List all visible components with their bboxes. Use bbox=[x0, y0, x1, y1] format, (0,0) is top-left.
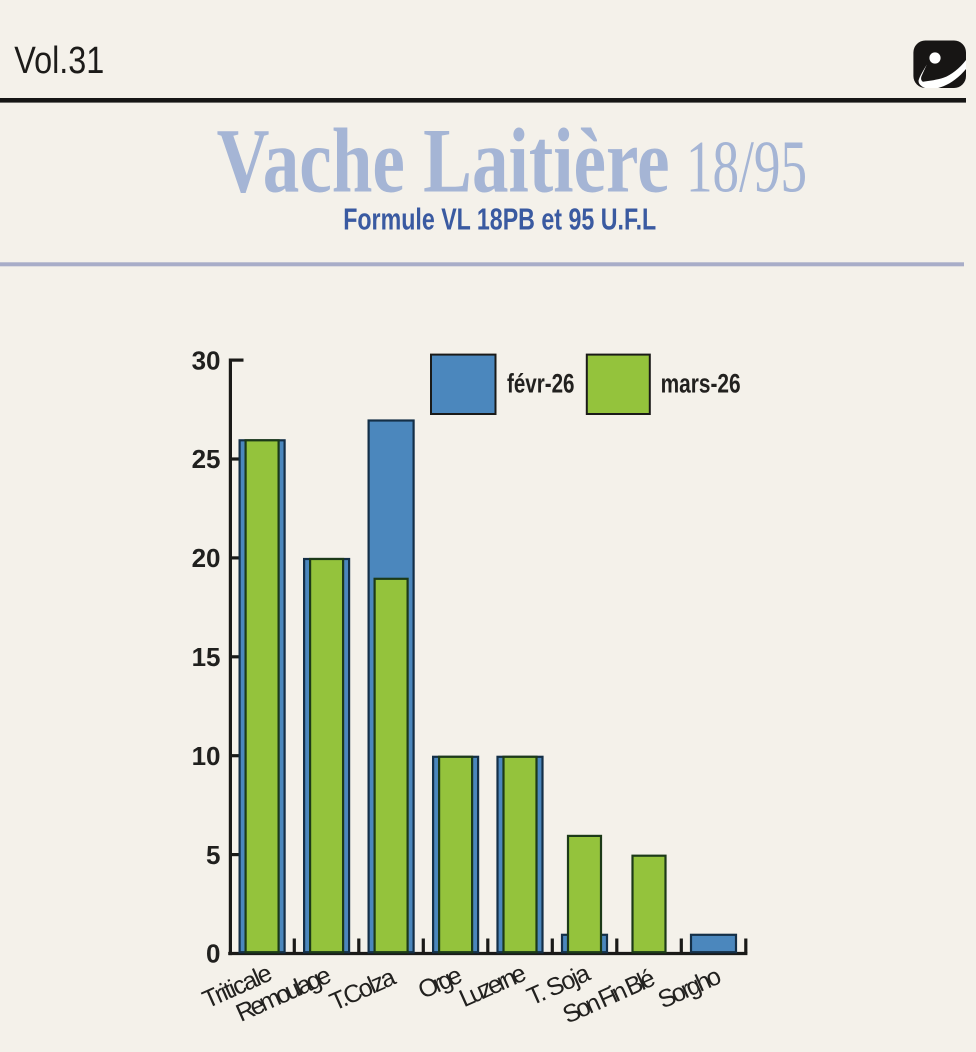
svg-text:15: 15 bbox=[192, 642, 221, 672]
svg-text:Vache Laitière: Vache Laitière bbox=[217, 110, 670, 212]
svg-text:30: 30 bbox=[192, 345, 221, 375]
svg-text:25: 25 bbox=[192, 444, 221, 474]
svg-text:Formule VL 18PB et 95 U.F.L: Formule VL 18PB et 95 U.F.L bbox=[343, 202, 656, 237]
svg-text:20: 20 bbox=[192, 543, 221, 573]
svg-text:Vol.31: Vol.31 bbox=[14, 40, 104, 82]
svg-text:10: 10 bbox=[192, 741, 221, 771]
svg-text:févr-26: févr-26 bbox=[507, 368, 575, 398]
svg-text:18/95: 18/95 bbox=[686, 127, 807, 209]
svg-text:0: 0 bbox=[206, 939, 220, 969]
svg-text:mars-26: mars-26 bbox=[661, 368, 741, 398]
svg-text:5: 5 bbox=[206, 840, 220, 870]
